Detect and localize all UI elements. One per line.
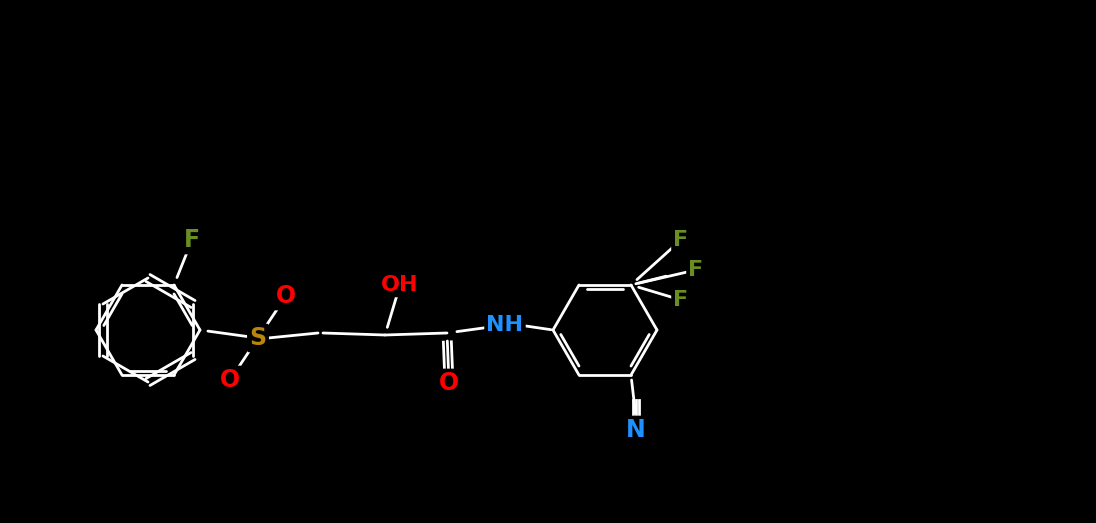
Text: F: F bbox=[184, 228, 201, 252]
Text: F: F bbox=[673, 290, 688, 310]
Text: O: O bbox=[276, 284, 296, 308]
Text: N: N bbox=[626, 418, 646, 442]
Text: S: S bbox=[250, 326, 266, 350]
Text: O: O bbox=[220, 368, 240, 392]
Text: OH: OH bbox=[381, 275, 419, 295]
Text: NH: NH bbox=[487, 315, 524, 335]
Text: O: O bbox=[438, 371, 459, 395]
Text: F: F bbox=[688, 260, 704, 280]
Text: F: F bbox=[673, 230, 688, 250]
